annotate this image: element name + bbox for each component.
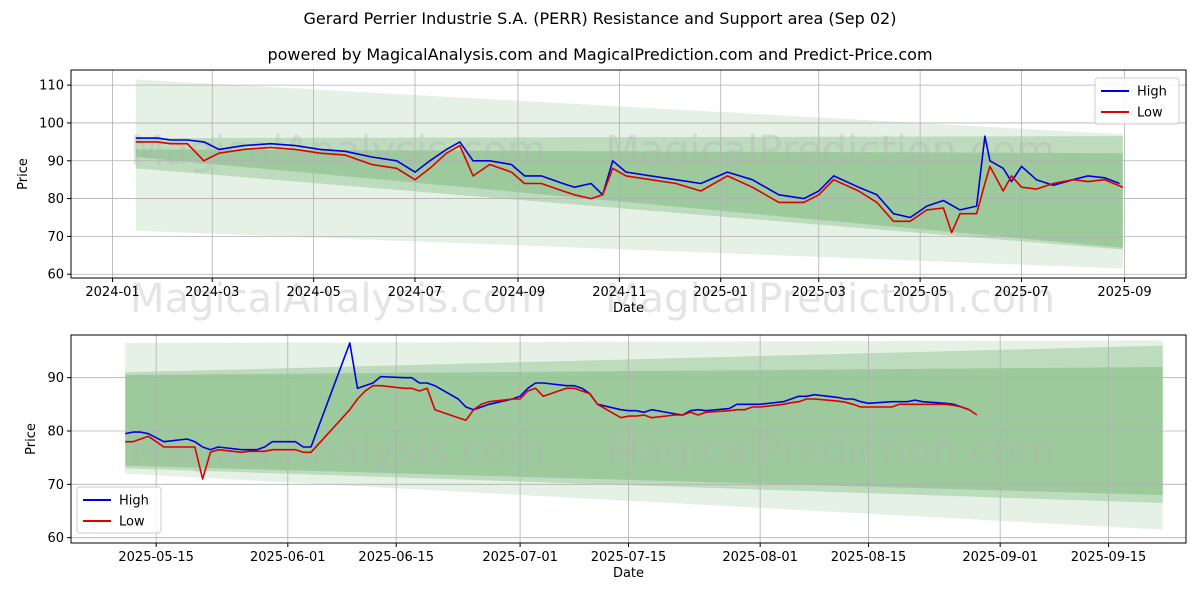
resistance-support-band bbox=[135, 79, 1123, 269]
watermark-text: MagicalPrediction.com bbox=[605, 276, 1055, 322]
y-tick-label: 60 bbox=[47, 531, 64, 546]
y-axis-label: Price bbox=[16, 158, 31, 190]
y-tick-label: 90 bbox=[47, 371, 64, 386]
x-tick-label: 2024-07 bbox=[388, 285, 442, 300]
chart-title: Gerard Perrier Industrie S.A. (PERR) Res… bbox=[303, 9, 897, 28]
series-line-high bbox=[125, 342, 970, 451]
x-tick-label: 2025-07-15 bbox=[591, 550, 667, 565]
y-tick-label: 100 bbox=[39, 116, 64, 131]
watermark-text: MagicalPrediction.com bbox=[605, 128, 1055, 174]
x-tick-label: 2025-06-01 bbox=[250, 550, 326, 565]
y-tick-label: 80 bbox=[47, 192, 64, 207]
plot-area bbox=[71, 70, 1186, 278]
legend-label-high: High bbox=[119, 494, 149, 509]
watermark-text: MagicalPrediction.com bbox=[605, 428, 1055, 474]
y-tick-label: 70 bbox=[47, 478, 64, 493]
x-tick-label: 2025-09 bbox=[1097, 285, 1151, 300]
x-tick-label: 2024-03 bbox=[185, 285, 239, 300]
chart-subtitle: powered by MagicalAnalysis.com and Magic… bbox=[267, 45, 933, 64]
y-tick-label: 80 bbox=[47, 425, 64, 440]
x-tick-label: 2025-09-01 bbox=[962, 550, 1038, 565]
x-tick-label: 2025-07-01 bbox=[482, 550, 558, 565]
x-axis-label: Date bbox=[613, 566, 644, 581]
x-tick-label: 2025-09-15 bbox=[1071, 550, 1147, 565]
watermark-text: MagicalAnalysis.com bbox=[130, 276, 546, 322]
y-tick-label: 60 bbox=[47, 268, 64, 283]
x-tick-label: 2025-01 bbox=[694, 285, 748, 300]
y-tick-label: 90 bbox=[47, 154, 64, 169]
y-tick-label: 110 bbox=[39, 79, 64, 94]
series-line-high bbox=[135, 135, 1120, 219]
legend-label-high: High bbox=[1137, 85, 1167, 100]
resistance-support-band bbox=[125, 345, 1163, 503]
legend-label-low: Low bbox=[119, 515, 145, 530]
x-tick-label: 2025-08-15 bbox=[831, 550, 907, 565]
resistance-support-band bbox=[135, 136, 1123, 250]
series-line-low bbox=[135, 141, 1124, 234]
y-tick-label: 70 bbox=[47, 230, 64, 245]
x-tick-label: 2025-08-01 bbox=[722, 550, 798, 565]
y-axis-label: Price bbox=[24, 423, 39, 455]
plot-frame bbox=[70, 69, 1187, 279]
x-tick-label: 2025-07 bbox=[994, 285, 1048, 300]
legend-label-low: Low bbox=[1137, 106, 1163, 121]
x-tick-label: 2025-06-15 bbox=[358, 550, 434, 565]
watermark-text: MagicalAnalysis.com bbox=[130, 428, 546, 474]
x-tick-label: 2025-05 bbox=[893, 285, 947, 300]
x-tick-label: 2024-11 bbox=[592, 285, 646, 300]
x-tick-label: 2024-01 bbox=[85, 285, 139, 300]
x-tick-label: 2025-05-15 bbox=[118, 550, 194, 565]
x-tick-label: 2024-05 bbox=[286, 285, 340, 300]
x-tick-label: 2024-09 bbox=[491, 285, 545, 300]
resistance-support-band bbox=[125, 340, 1163, 530]
series-line-low bbox=[125, 384, 978, 480]
x-axis-label: Date bbox=[613, 301, 644, 316]
x-tick-label: 2025-03 bbox=[792, 285, 846, 300]
